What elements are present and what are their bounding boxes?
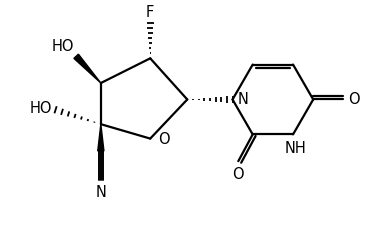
Polygon shape xyxy=(98,124,104,151)
Text: F: F xyxy=(146,5,154,20)
Text: O: O xyxy=(348,92,360,107)
Text: HO: HO xyxy=(30,101,52,116)
Text: O: O xyxy=(158,132,169,147)
Text: O: O xyxy=(233,167,244,182)
Text: HO: HO xyxy=(52,39,74,54)
Polygon shape xyxy=(74,54,101,83)
Text: N: N xyxy=(237,92,248,107)
Text: N: N xyxy=(95,185,106,200)
Text: NH: NH xyxy=(284,141,306,156)
